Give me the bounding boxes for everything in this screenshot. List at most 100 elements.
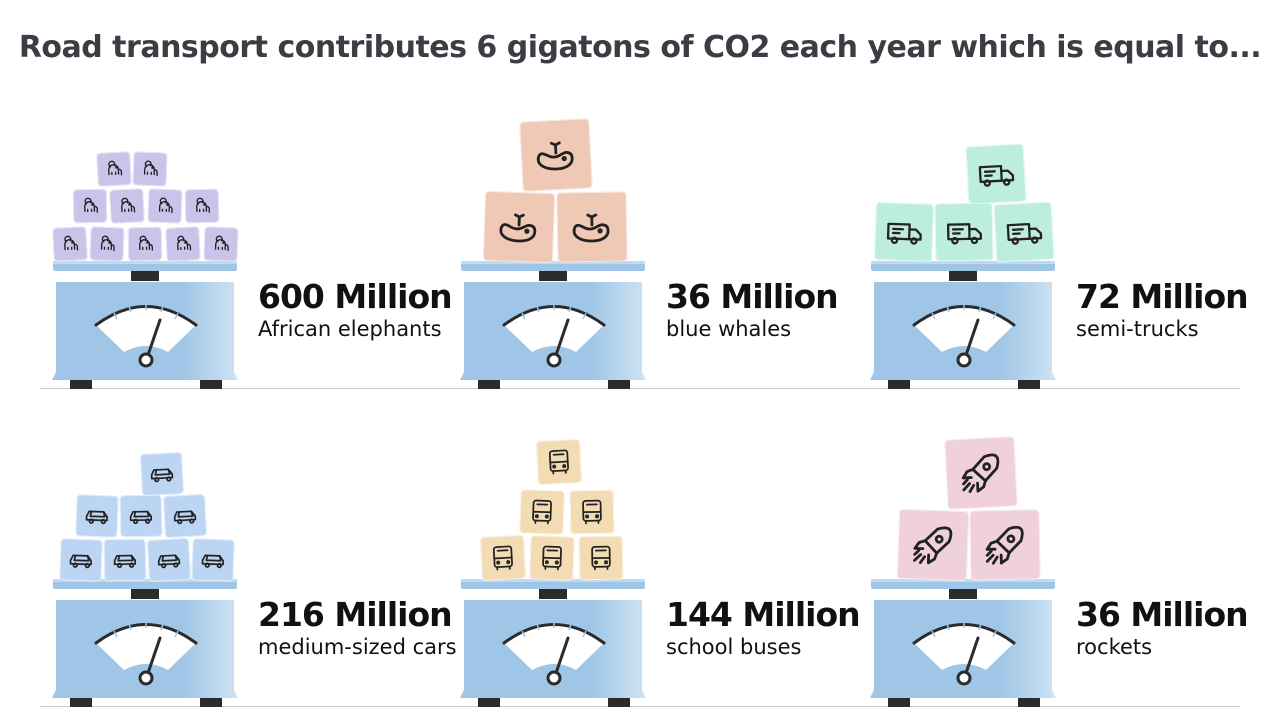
elephant-icon xyxy=(102,157,126,181)
elephant-icon xyxy=(115,194,139,218)
elephant-box xyxy=(96,151,132,187)
scale-stem xyxy=(949,271,977,281)
weighing-scale xyxy=(40,100,250,390)
comparison-buses: 144 Million school buses xyxy=(448,418,868,708)
scale-needle xyxy=(963,636,980,678)
amount-description: school buses xyxy=(666,635,802,659)
whale-icon xyxy=(568,203,617,252)
bus-box xyxy=(519,489,565,535)
amount-description: African elephants xyxy=(258,317,442,341)
bus-box xyxy=(578,535,624,581)
amount-description: rockets xyxy=(1076,635,1153,659)
elephant-box xyxy=(52,226,88,262)
elephant-icon xyxy=(153,194,177,218)
elephant-box xyxy=(203,226,239,262)
elephant-icon xyxy=(171,232,195,256)
rocket-icon xyxy=(981,521,1030,570)
scale-stem xyxy=(949,589,977,599)
whale-box xyxy=(556,191,628,263)
car-icon xyxy=(154,545,184,575)
bus-icon xyxy=(487,542,519,574)
scale-graphic xyxy=(460,261,646,389)
bus-icon xyxy=(586,543,617,574)
amount-value: 216 Million xyxy=(258,595,453,634)
amount-value: 144 Million xyxy=(666,595,861,634)
car-box xyxy=(191,538,235,582)
scale-foot-right xyxy=(1018,698,1040,707)
scale-foot-right xyxy=(608,380,630,389)
comparison-label: 144 Million school buses xyxy=(666,596,866,660)
scale-foot-left xyxy=(478,698,500,707)
car-icon xyxy=(126,501,156,531)
scale-stem xyxy=(131,271,159,281)
scale-graphic xyxy=(870,261,1056,389)
whale-box xyxy=(482,190,556,264)
truck-icon xyxy=(1004,212,1045,253)
scale-stem xyxy=(539,589,567,599)
elephant-icon xyxy=(58,232,82,256)
truck-box xyxy=(993,201,1055,263)
car-box xyxy=(162,493,208,539)
elephant-box xyxy=(184,188,220,224)
scale-foot-left xyxy=(478,380,500,389)
car-icon xyxy=(198,545,228,575)
car-box xyxy=(75,494,119,538)
bus-box xyxy=(479,534,527,582)
scale-graphic xyxy=(52,579,238,707)
comparison-label: 72 Million semi-trucks xyxy=(1076,278,1276,342)
comparison-rockets: 36 Million rockets xyxy=(858,418,1278,708)
bus-box xyxy=(569,489,615,535)
scale-foot-right xyxy=(608,698,630,707)
scale-dial xyxy=(504,306,604,352)
elephant-box xyxy=(109,188,145,224)
scale-needle xyxy=(963,318,980,360)
car-box xyxy=(59,538,103,582)
scale-foot-left xyxy=(70,698,92,707)
scale-foot-left xyxy=(888,698,910,707)
scale-dial xyxy=(504,624,604,670)
elephant-icon xyxy=(133,232,156,255)
elephant-icon xyxy=(78,194,101,217)
row-divider-bottom xyxy=(40,706,1240,707)
elephant-box xyxy=(72,188,108,224)
truck-icon xyxy=(976,154,1017,195)
bus-box xyxy=(529,535,575,581)
scale-dial xyxy=(96,624,196,670)
truck-box xyxy=(934,202,994,262)
scale-dial xyxy=(96,306,196,352)
bus-box xyxy=(535,438,583,486)
scale-needle xyxy=(553,318,570,360)
car-icon xyxy=(170,501,200,531)
weighing-scale xyxy=(448,418,658,708)
amount-value: 36 Million xyxy=(666,277,839,316)
scale-foot-right xyxy=(1018,380,1040,389)
elephant-icon xyxy=(138,157,162,181)
rocket-icon xyxy=(956,448,1006,498)
scale-needle xyxy=(553,636,570,678)
elephant-icon xyxy=(209,232,233,256)
scale-stem xyxy=(539,271,567,281)
scale-needle xyxy=(145,318,162,360)
scale-graphic xyxy=(460,579,646,707)
comparison-cars: 216 Million medium-sized cars xyxy=(40,418,460,708)
scale-dial xyxy=(914,306,1014,352)
weighing-scale xyxy=(858,100,1068,390)
elephant-box xyxy=(147,188,183,224)
truck-box xyxy=(965,143,1027,205)
elephant-box xyxy=(127,226,163,262)
weighing-scale xyxy=(448,100,658,390)
scale-dial xyxy=(914,624,1014,670)
scale-graphic xyxy=(52,261,238,389)
weighing-scale xyxy=(40,418,250,708)
car-box xyxy=(103,538,147,582)
amount-value: 600 Million xyxy=(258,277,453,316)
truck-icon xyxy=(944,212,984,252)
car-icon xyxy=(147,459,177,489)
elephant-icon xyxy=(95,232,119,256)
scale-stem xyxy=(131,589,159,599)
scale-foot-right xyxy=(200,380,222,389)
elephant-box xyxy=(132,151,168,187)
amount-description: blue whales xyxy=(666,317,792,341)
rocket-box xyxy=(944,436,1018,510)
amount-value: 72 Million xyxy=(1076,277,1249,316)
